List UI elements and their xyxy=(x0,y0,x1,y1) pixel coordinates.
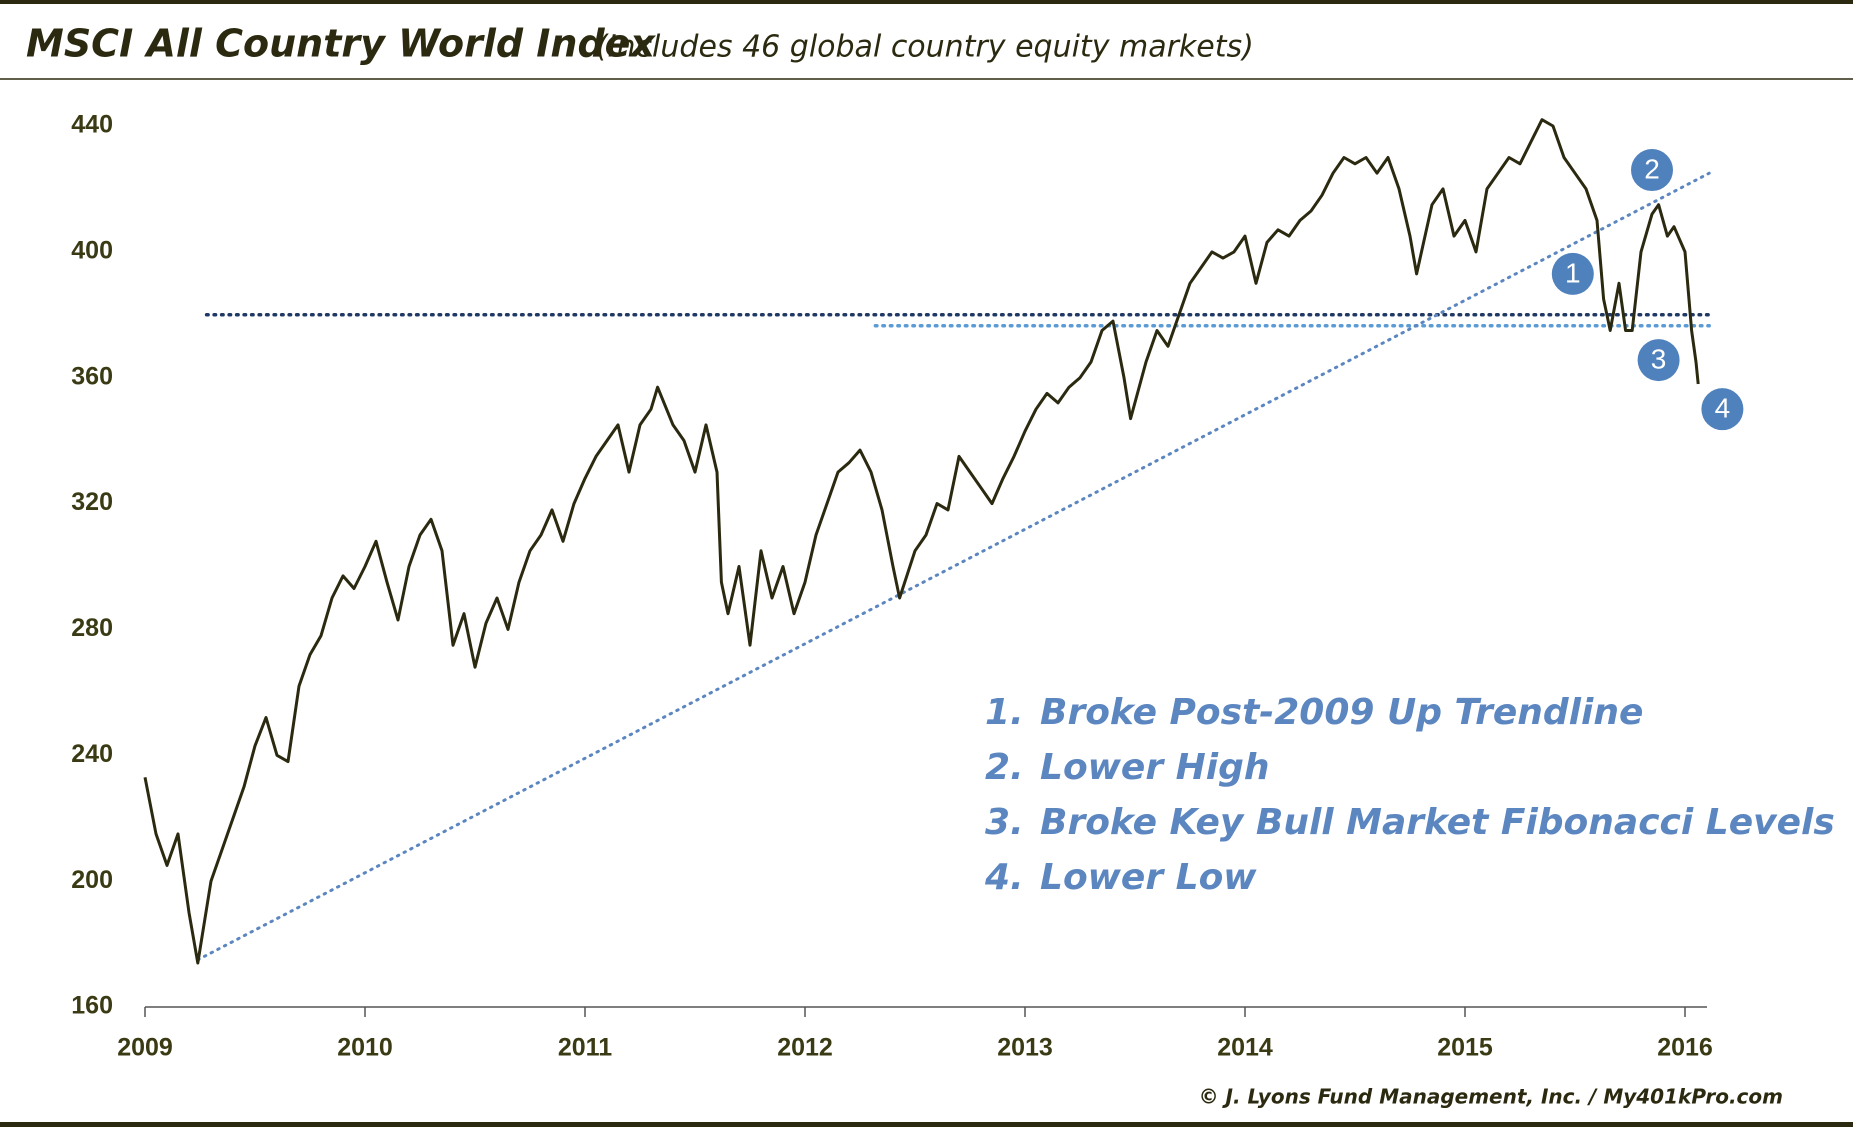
index-line xyxy=(143,118,1700,965)
note-text: Lower Low xyxy=(1040,857,1257,898)
note-text: Lower High xyxy=(1040,747,1270,788)
y-tick-label: 440 xyxy=(71,111,113,139)
y-tick-label: 200 xyxy=(71,866,113,894)
x-tick-label: 2013 xyxy=(997,1034,1053,1062)
chart-title: MSCI All Country World Index xyxy=(26,22,656,66)
x-tick-label: 2009 xyxy=(117,1034,173,1062)
note-number: 2. xyxy=(985,747,1024,788)
note-text: Broke Key Bull Market Fibonacci Levels xyxy=(1040,802,1835,843)
trendline xyxy=(196,171,1711,962)
y-tick-label: 160 xyxy=(71,992,113,1020)
x-tick-label: 2012 xyxy=(777,1034,833,1062)
marker-label: 1 xyxy=(1565,257,1581,288)
marker-circle xyxy=(1637,339,1680,382)
note-number: 1. xyxy=(985,692,1024,733)
x-tick-label: 2010 xyxy=(337,1034,393,1062)
y-tick-label: 360 xyxy=(71,362,113,390)
x-tick-label: 2011 xyxy=(558,1034,612,1062)
note-number: 4. xyxy=(984,857,1024,898)
y-tick-label: 280 xyxy=(71,614,113,642)
note-number: 3. xyxy=(985,802,1024,843)
marker-label: 3 xyxy=(1651,343,1667,374)
y-tick-label: 240 xyxy=(71,740,113,768)
chart-subtitle: (Includes 46 global country equity marke… xyxy=(596,30,1254,65)
marker-circle xyxy=(1631,149,1673,192)
marker-label: 2 xyxy=(1644,153,1660,184)
bottom-bar xyxy=(0,1122,1853,1127)
x-tick-label: 2015 xyxy=(1437,1034,1493,1062)
x-tick-label: 2016 xyxy=(1657,1034,1713,1062)
source: © J. Lyons Fund Management, Inc. / My401… xyxy=(1199,1085,1783,1109)
note-text: Broke Post-2009 Up Trendline xyxy=(1040,692,1643,733)
y-tick-label: 320 xyxy=(71,488,113,516)
top-bar xyxy=(0,0,1853,4)
marker-circle xyxy=(1551,252,1594,295)
x-tick-label: 2014 xyxy=(1217,1034,1273,1062)
y-tick-label: 400 xyxy=(71,236,113,264)
marker-circle xyxy=(1701,388,1744,431)
marker-label: 4 xyxy=(1715,393,1731,424)
